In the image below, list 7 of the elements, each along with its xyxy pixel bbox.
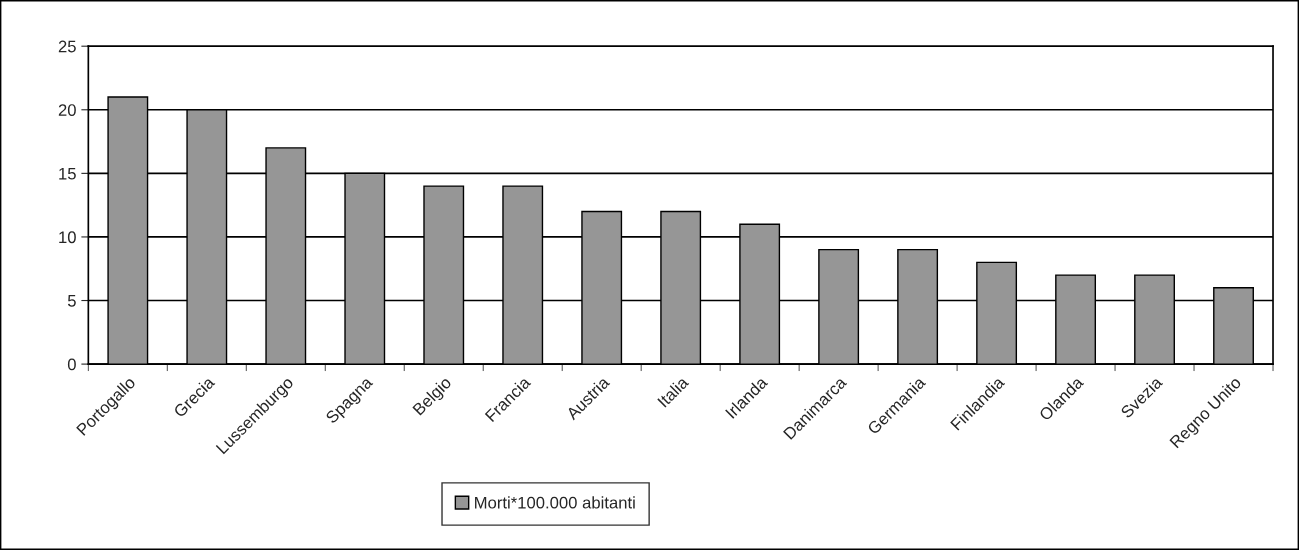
legend-label: Morti*100.000 abitanti xyxy=(475,496,635,509)
y-tick-label: 0 xyxy=(67,358,76,371)
y-tick-label: 25 xyxy=(58,40,76,53)
y-tick-label: 20 xyxy=(58,104,76,116)
y-tick-label: 10 xyxy=(59,231,76,244)
y-tick-label: 15 xyxy=(59,167,76,180)
y-tick-label: 5 xyxy=(67,295,76,307)
